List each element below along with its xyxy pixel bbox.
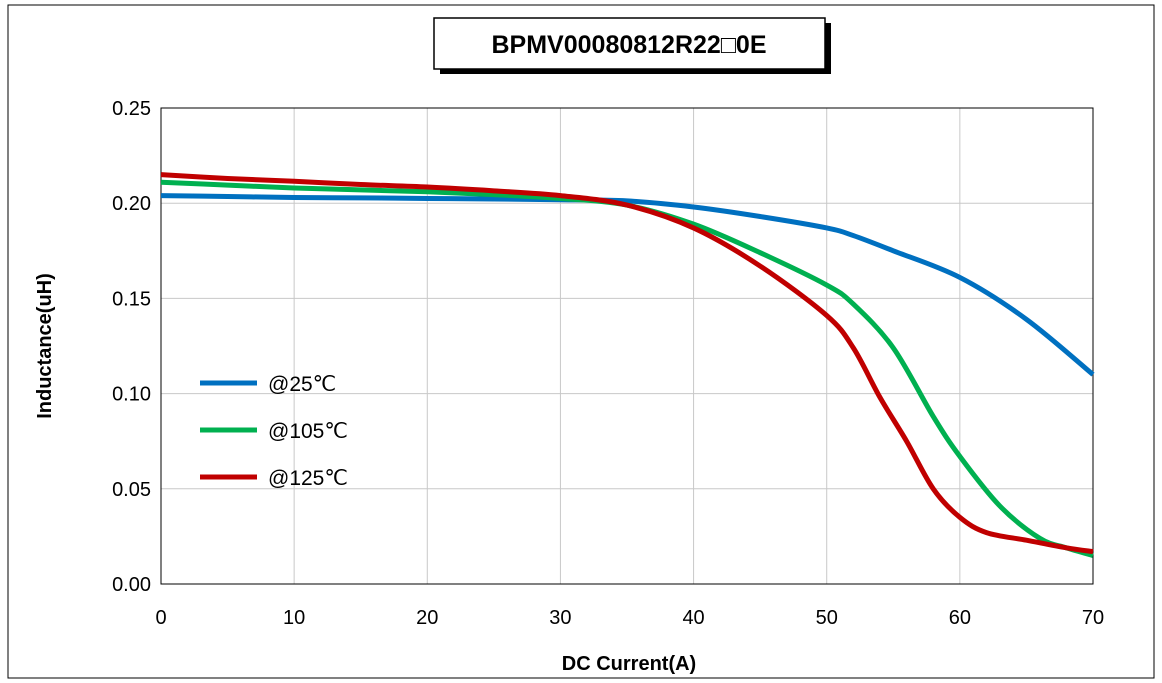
series-line-3: [160, 172, 1094, 555]
x-tick-label: 70: [1082, 607, 1104, 629]
legend: @25℃ @105℃ @125℃: [200, 373, 348, 490]
y-axis-title: Inductance(uH): [34, 273, 56, 419]
x-tick-label: 50: [816, 607, 838, 629]
title-box: [433, 17, 826, 70]
x-tick-label: 60: [949, 607, 971, 629]
series-line-1: [160, 193, 1095, 377]
y-tick-label: 0.05: [112, 479, 151, 501]
series-line-2: [160, 179, 1094, 558]
chart-title: BPMV00080812R22□0E: [492, 31, 767, 59]
plot-area-border: [160, 107, 1094, 585]
y-tick-label: 0.25: [112, 98, 151, 120]
x-tick-label: 40: [682, 607, 704, 629]
x-tick-label: 20: [416, 607, 438, 629]
x-tick-label: 10: [283, 607, 305, 629]
y-tick-label: 0.00: [112, 574, 151, 596]
y-tick-label: 0.10: [112, 384, 151, 406]
y-tick-label: 0.20: [112, 193, 151, 215]
x-tick-label: 0: [155, 607, 166, 629]
y-tick-label: 0.15: [112, 288, 151, 310]
series-lines: [160, 172, 1095, 558]
y-axis-ticks: 0.00 0.05 0.10 0.15 0.20 0.25: [112, 98, 151, 596]
legend-label-3: @125℃: [268, 467, 348, 490]
legend-label-1: @25℃: [268, 373, 336, 396]
legend-label-2: @105℃: [268, 420, 348, 443]
x-axis-ticks: 0 10 20 30 40 50 60 70: [155, 607, 1104, 629]
x-tick-label: 30: [549, 607, 571, 629]
x-axis-title: DC Current(A): [562, 653, 696, 675]
